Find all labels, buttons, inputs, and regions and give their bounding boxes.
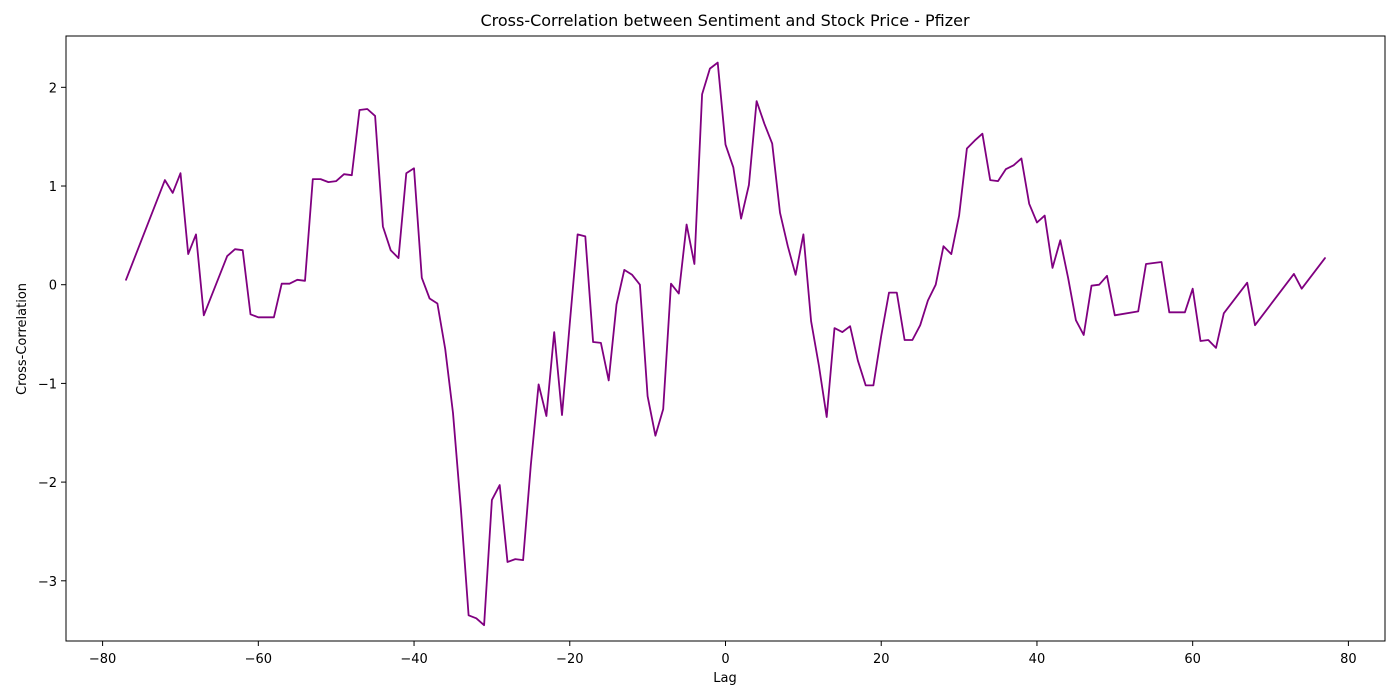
x-tick-label: −40 xyxy=(400,652,427,667)
y-tick-label: 0 xyxy=(49,279,57,294)
y-tick-label: −3 xyxy=(38,575,57,590)
ticks-layer: −80 −60 −40 −20 0 20 40 60 80 −3 −2 −1 0 1 2 xyxy=(38,81,1357,667)
x-tick-label: 40 xyxy=(1029,652,1046,667)
x-tick-label: −60 xyxy=(245,652,272,667)
series-layer xyxy=(125,61,1326,627)
y-tick-label: 1 xyxy=(49,180,57,195)
y-tick-label: 2 xyxy=(49,81,57,96)
chart-title: Cross-Correlation between Sentiment and … xyxy=(480,11,970,30)
y-tick-label: −1 xyxy=(38,377,57,392)
x-tick-label: −80 xyxy=(89,652,116,667)
plot-frame xyxy=(65,35,1386,642)
x-tick-label: −20 xyxy=(556,652,583,667)
x-tick-label: 80 xyxy=(1340,652,1357,667)
y-tick-label: −2 xyxy=(38,476,57,491)
x-axis-label: Lag xyxy=(713,671,736,686)
x-tick-label: 20 xyxy=(873,652,890,667)
x-tick-label: 0 xyxy=(721,652,729,667)
y-axis-label: Cross-Correlation xyxy=(15,283,30,395)
series-line xyxy=(125,61,1326,627)
x-tick-label: 60 xyxy=(1184,652,1201,667)
